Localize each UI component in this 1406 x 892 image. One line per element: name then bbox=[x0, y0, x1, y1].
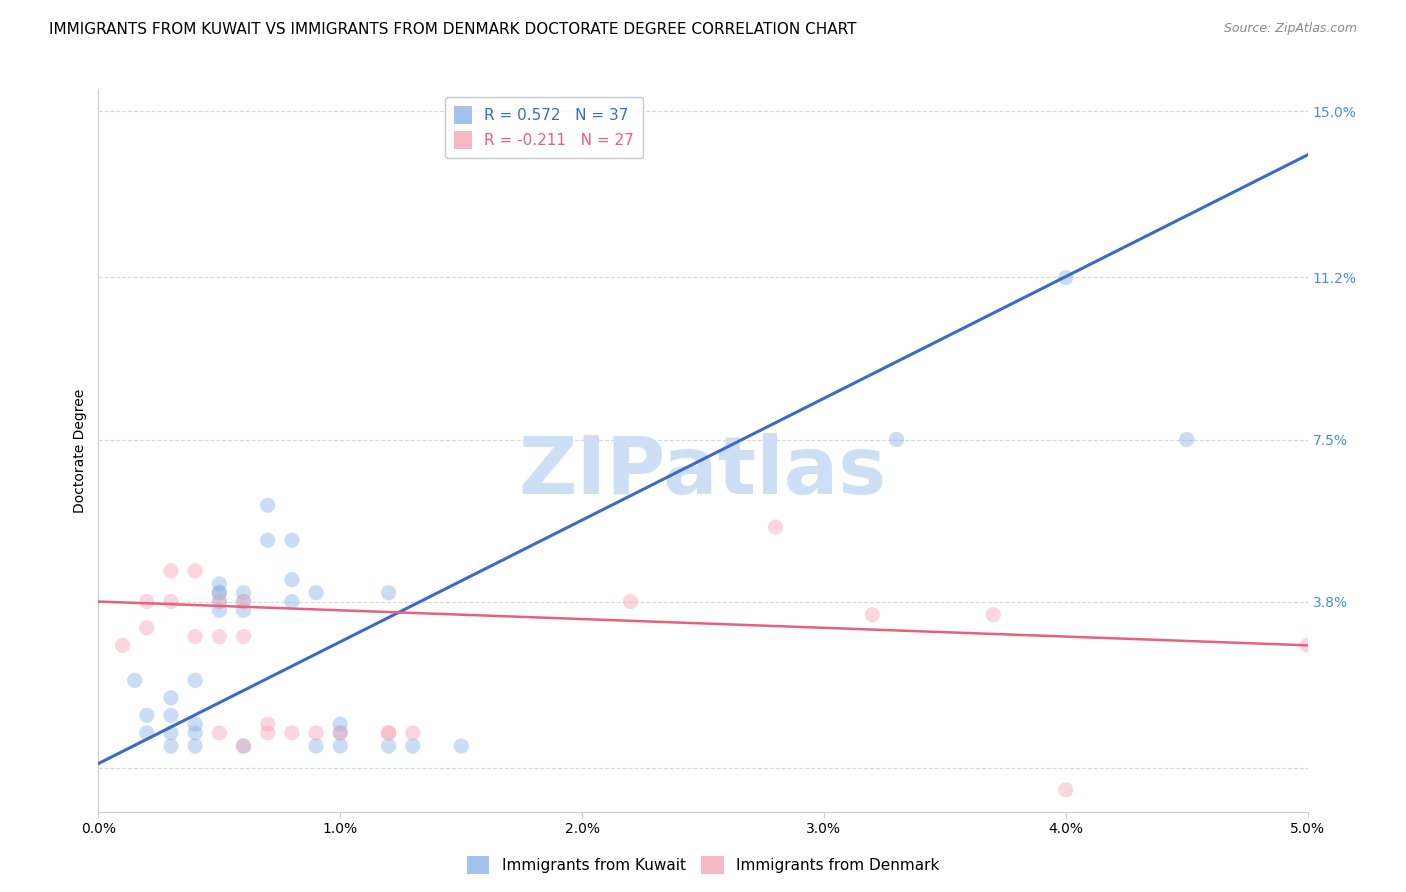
Point bbox=[208, 594, 231, 608]
Point bbox=[160, 726, 183, 740]
Point bbox=[281, 573, 304, 587]
Point bbox=[281, 726, 304, 740]
Point bbox=[135, 708, 157, 723]
Point bbox=[281, 533, 304, 548]
Point bbox=[1175, 433, 1198, 447]
Point bbox=[1296, 638, 1319, 652]
Point bbox=[305, 586, 328, 600]
Point bbox=[256, 533, 278, 548]
Point bbox=[208, 630, 231, 644]
Text: Source: ZipAtlas.com: Source: ZipAtlas.com bbox=[1223, 22, 1357, 36]
Point bbox=[135, 594, 157, 608]
Point bbox=[305, 739, 328, 753]
Point bbox=[208, 586, 231, 600]
Point bbox=[135, 726, 157, 740]
Point bbox=[124, 673, 146, 688]
Point bbox=[208, 586, 231, 600]
Point bbox=[450, 739, 472, 753]
Point bbox=[402, 726, 425, 740]
Point bbox=[1054, 270, 1077, 285]
Point bbox=[232, 739, 254, 753]
Legend: Immigrants from Kuwait, Immigrants from Denmark: Immigrants from Kuwait, Immigrants from … bbox=[460, 850, 946, 880]
Point bbox=[1054, 782, 1077, 797]
Point bbox=[111, 638, 134, 652]
Point bbox=[232, 586, 254, 600]
Point bbox=[232, 594, 254, 608]
Point bbox=[184, 564, 207, 578]
Point bbox=[135, 621, 157, 635]
Point bbox=[377, 586, 399, 600]
Point bbox=[860, 607, 883, 622]
Point bbox=[208, 577, 231, 591]
Point bbox=[232, 630, 254, 644]
Point bbox=[329, 717, 352, 731]
Legend: R = 0.572   N = 37, R = -0.211   N = 27: R = 0.572 N = 37, R = -0.211 N = 27 bbox=[444, 97, 644, 158]
Point bbox=[886, 433, 908, 447]
Point bbox=[160, 594, 183, 608]
Point bbox=[184, 739, 207, 753]
Point bbox=[329, 739, 352, 753]
Point bbox=[208, 603, 231, 617]
Point bbox=[160, 690, 183, 705]
Point bbox=[329, 726, 352, 740]
Point bbox=[329, 726, 352, 740]
Point bbox=[232, 739, 254, 753]
Point bbox=[377, 739, 399, 753]
Point bbox=[160, 739, 183, 753]
Point bbox=[184, 726, 207, 740]
Point bbox=[184, 673, 207, 688]
Point bbox=[256, 498, 278, 512]
Text: IMMIGRANTS FROM KUWAIT VS IMMIGRANTS FROM DENMARK DOCTORATE DEGREE CORRELATION C: IMMIGRANTS FROM KUWAIT VS IMMIGRANTS FRO… bbox=[49, 22, 856, 37]
Point bbox=[256, 726, 278, 740]
Y-axis label: Doctorate Degree: Doctorate Degree bbox=[73, 388, 87, 513]
Point bbox=[184, 630, 207, 644]
Point bbox=[377, 726, 399, 740]
Point bbox=[765, 520, 787, 534]
Point bbox=[232, 603, 254, 617]
Point bbox=[402, 739, 425, 753]
Text: ZIPatlas: ZIPatlas bbox=[519, 434, 887, 511]
Point bbox=[256, 717, 278, 731]
Point bbox=[184, 717, 207, 731]
Point bbox=[232, 594, 254, 608]
Point bbox=[305, 726, 328, 740]
Point bbox=[160, 708, 183, 723]
Point bbox=[208, 726, 231, 740]
Point bbox=[619, 594, 641, 608]
Point bbox=[981, 607, 1004, 622]
Point bbox=[160, 564, 183, 578]
Point bbox=[377, 726, 399, 740]
Point bbox=[208, 594, 231, 608]
Point bbox=[281, 594, 304, 608]
